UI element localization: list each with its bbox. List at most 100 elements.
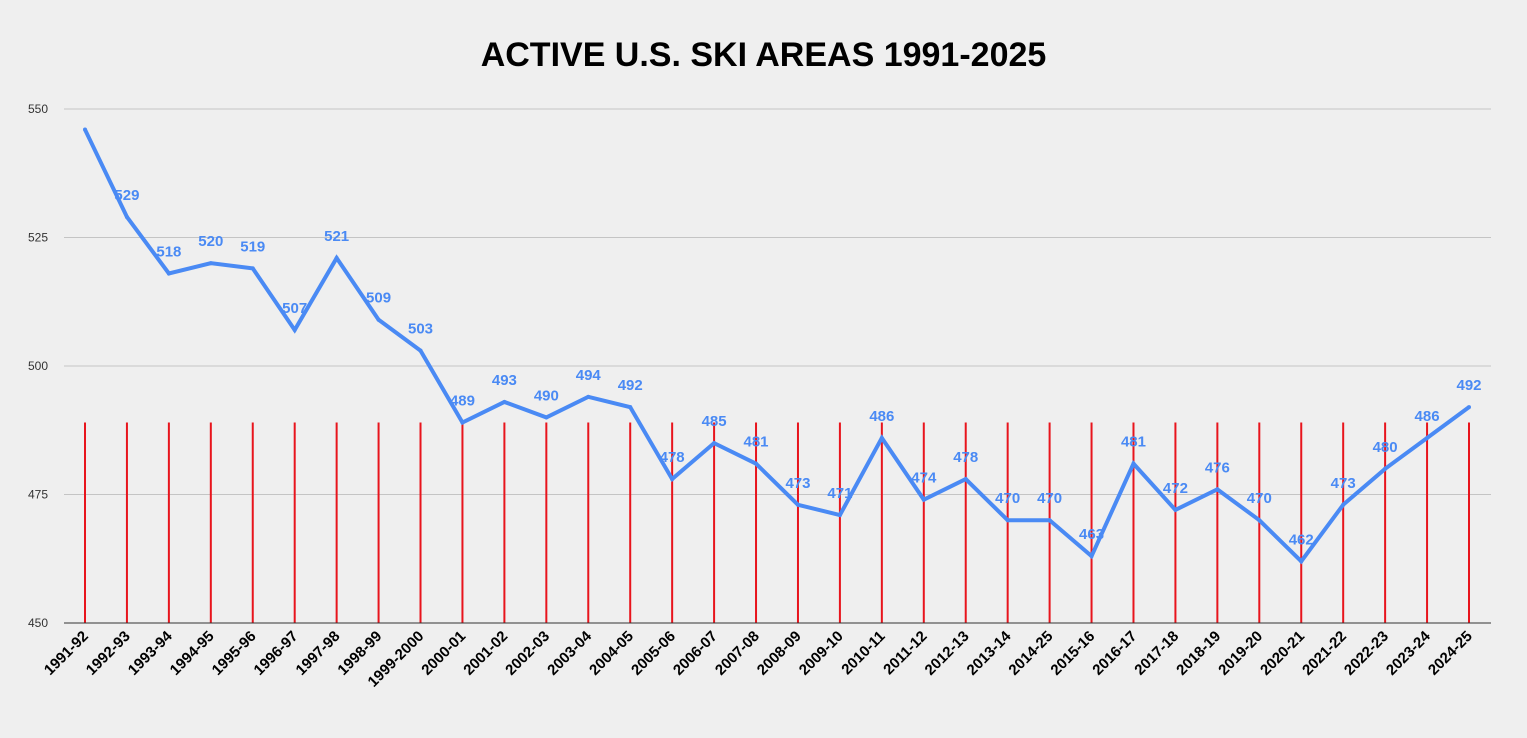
data-label: 521 xyxy=(324,228,349,245)
data-label: 519 xyxy=(240,238,265,255)
data-label: 470 xyxy=(1037,490,1062,507)
x-tick-label: 2001-02 xyxy=(460,628,511,679)
data-point xyxy=(1173,507,1178,512)
data-point xyxy=(208,261,213,266)
x-tick-label: 1996-97 xyxy=(251,628,302,679)
x-tick-label: 2007-08 xyxy=(712,628,763,679)
data-point xyxy=(1383,466,1388,471)
data-label: 478 xyxy=(953,449,978,466)
data-label: 481 xyxy=(1121,434,1146,451)
y-tick-label: 450 xyxy=(28,616,48,630)
data-point xyxy=(963,477,968,482)
data-point xyxy=(460,420,465,425)
data-label: 470 xyxy=(1247,490,1272,507)
data-point xyxy=(1467,405,1471,410)
data-label: 473 xyxy=(1331,475,1356,492)
data-point xyxy=(1131,461,1136,466)
x-tick-label: 2021-22 xyxy=(1299,628,1350,679)
data-label: 470 xyxy=(995,490,1020,507)
data-label: 472 xyxy=(1163,480,1188,497)
data-label: 489 xyxy=(450,393,475,410)
x-tick-label: 2024-25 xyxy=(1425,628,1476,679)
data-label: 529 xyxy=(114,187,139,204)
x-tick-label: 2011-12 xyxy=(880,628,930,678)
data-point xyxy=(921,497,926,502)
x-tick-label: 1991-92 xyxy=(41,628,92,679)
data-point xyxy=(124,214,129,219)
data-point xyxy=(712,441,717,446)
data-point xyxy=(376,317,381,322)
data-label: 507 xyxy=(282,300,307,317)
x-tick-label: 2006-07 xyxy=(670,628,721,679)
data-point xyxy=(83,127,87,132)
data-label: 486 xyxy=(1415,408,1440,425)
data-point xyxy=(837,513,842,518)
x-tick-label: 2022-23 xyxy=(1341,628,1392,679)
x-tick-label: 2008-09 xyxy=(754,628,805,679)
data-label: 493 xyxy=(492,372,517,389)
data-point xyxy=(879,435,884,440)
data-label: 518 xyxy=(156,243,181,260)
data-label: 485 xyxy=(702,413,727,430)
x-tick-label: 2009-10 xyxy=(796,628,847,679)
x-tick-label: 2014-25 xyxy=(1005,628,1056,679)
data-label: 462 xyxy=(1289,531,1314,548)
x-tick-label: 1993-94 xyxy=(125,627,176,678)
data-label: 481 xyxy=(744,434,769,451)
data-point xyxy=(1425,435,1430,440)
x-tick-label: 2012-13 xyxy=(922,628,973,679)
data-point xyxy=(1089,554,1094,559)
y-tick-label: 525 xyxy=(28,231,48,245)
data-point xyxy=(1047,518,1052,523)
x-tick-label: 2010-11 xyxy=(838,628,888,678)
x-tick-label: 2016-17 xyxy=(1089,628,1140,679)
data-label: 486 xyxy=(869,408,894,425)
data-point xyxy=(795,502,800,507)
data-label: 503 xyxy=(408,321,433,338)
x-tick-label: 2023-24 xyxy=(1383,627,1434,678)
x-tick-label: 1994-95 xyxy=(167,628,218,679)
data-label: 473 xyxy=(785,475,810,492)
data-point xyxy=(250,266,255,271)
data-label: 520 xyxy=(198,233,223,250)
y-tick-label: 550 xyxy=(28,102,48,116)
data-point xyxy=(1299,559,1304,564)
data-label: 492 xyxy=(618,377,643,394)
x-tick-label: 2013-14 xyxy=(964,627,1015,678)
data-point xyxy=(502,399,507,404)
y-tick-label: 475 xyxy=(28,488,48,502)
y-tick-label: 500 xyxy=(28,359,48,373)
data-point xyxy=(586,394,591,399)
series-line xyxy=(83,128,1471,565)
data-label: 463 xyxy=(1079,526,1104,543)
data-point xyxy=(1005,518,1010,523)
data-label: 478 xyxy=(660,449,685,466)
data-point xyxy=(292,328,297,333)
x-tick-label: 2015-16 xyxy=(1047,628,1098,679)
x-tick-label: 1997-98 xyxy=(293,628,344,679)
data-point xyxy=(754,461,759,466)
data-label: 471 xyxy=(827,485,852,502)
x-tick-label: 2019-20 xyxy=(1215,628,1266,679)
x-tick-label: 2000-01 xyxy=(418,628,469,679)
data-point xyxy=(1215,487,1220,492)
data-label: 480 xyxy=(1373,439,1398,456)
data-label: 492 xyxy=(1456,377,1481,394)
data-label: 494 xyxy=(576,367,602,384)
x-tick-label: 1992-93 xyxy=(83,628,134,679)
data-point xyxy=(628,405,633,410)
data-point xyxy=(334,256,339,261)
data-point xyxy=(1257,518,1262,523)
data-point xyxy=(418,348,423,353)
x-tick-label: 2004-05 xyxy=(586,628,637,679)
x-tick-label: 2002-03 xyxy=(502,628,553,679)
chart-title: ACTIVE U.S. SKI AREAS 1991-2025 xyxy=(480,36,1047,74)
data-label: 476 xyxy=(1205,459,1230,476)
data-point xyxy=(670,477,675,482)
data-point xyxy=(1341,502,1346,507)
data-point xyxy=(166,271,171,276)
x-tick-label: 2017-18 xyxy=(1131,628,1182,679)
x-tick-label: 2003-04 xyxy=(544,627,595,678)
